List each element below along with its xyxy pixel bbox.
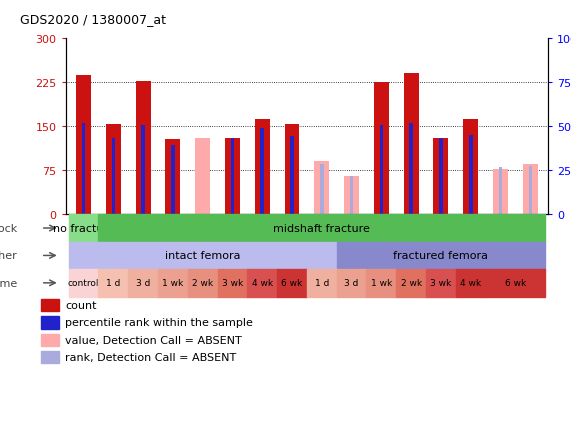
Bar [523, 165, 538, 215]
Text: 4 wk: 4 wk [460, 279, 481, 288]
Text: value, Detection Call = ABSENT: value, Detection Call = ABSENT [65, 335, 242, 345]
Text: shock: shock [0, 224, 18, 233]
Bar [284, 125, 299, 215]
Text: rank, Detection Call = ABSENT: rank, Detection Call = ABSENT [65, 352, 236, 362]
Bar [82, 124, 85, 215]
Text: GDS2020 / 1380007_at: GDS2020 / 1380007_at [20, 13, 166, 26]
Bar [290, 137, 294, 215]
Bar [374, 82, 389, 215]
Bar [171, 146, 175, 215]
Bar [469, 136, 473, 215]
Bar [111, 138, 115, 215]
Text: 1 d: 1 d [315, 279, 329, 288]
Text: control: control [68, 279, 99, 288]
Bar [42, 316, 59, 329]
Bar [166, 140, 180, 215]
Bar [141, 126, 145, 215]
Bar [463, 119, 478, 215]
Bar [493, 169, 508, 215]
Bar [136, 82, 151, 215]
Bar [404, 74, 419, 215]
Bar [498, 168, 502, 215]
Text: 4 wk: 4 wk [252, 279, 273, 288]
Text: 3 wk: 3 wk [431, 279, 452, 288]
Bar [42, 334, 59, 346]
Text: other: other [0, 251, 18, 261]
Bar [42, 299, 59, 312]
Bar [106, 125, 120, 215]
Bar [260, 129, 264, 215]
Text: 2 wk: 2 wk [192, 279, 213, 288]
Bar [433, 138, 448, 215]
Bar [195, 138, 210, 215]
Text: 3 d: 3 d [344, 279, 359, 288]
Bar [409, 124, 413, 215]
Text: 1 wk: 1 wk [162, 279, 183, 288]
Text: count: count [65, 300, 96, 310]
Text: midshaft fracture: midshaft fracture [274, 224, 370, 233]
Text: intact femora: intact femora [165, 251, 240, 261]
Text: 6 wk: 6 wk [282, 279, 303, 288]
Text: 1 d: 1 d [106, 279, 120, 288]
Text: 1 wk: 1 wk [371, 279, 392, 288]
Text: time: time [0, 278, 18, 288]
Text: 6 wk: 6 wk [505, 279, 526, 288]
Text: 3 wk: 3 wk [222, 279, 243, 288]
Text: 3 d: 3 d [136, 279, 150, 288]
Bar [439, 138, 443, 215]
Bar [380, 126, 383, 215]
Text: no fracture: no fracture [53, 224, 114, 233]
Text: percentile rank within the sample: percentile rank within the sample [65, 318, 253, 328]
Bar [42, 351, 59, 364]
Bar [231, 138, 234, 215]
Bar [320, 165, 324, 215]
Bar [315, 162, 329, 215]
Text: 2 wk: 2 wk [401, 279, 422, 288]
Bar [255, 119, 270, 215]
Bar [344, 177, 359, 215]
Bar [225, 138, 240, 215]
Bar [529, 166, 532, 215]
Bar [76, 76, 91, 215]
Text: fractured femora: fractured femora [393, 251, 488, 261]
Bar [350, 177, 353, 215]
